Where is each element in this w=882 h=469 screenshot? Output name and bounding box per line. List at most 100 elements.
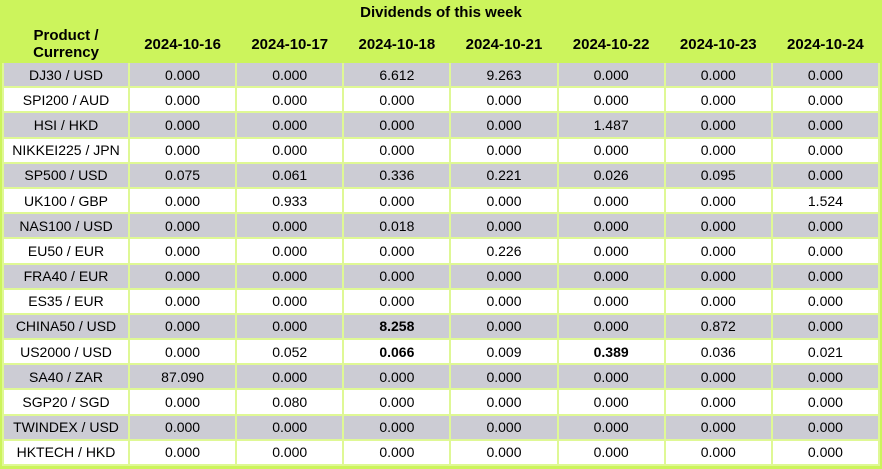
- product-cell: NIKKEI225 / JPN: [2, 136, 130, 164]
- table-row: SGP20 / SGD 0.000 0.080 0.000 0.000 0.000 0.00…: [2, 388, 881, 416]
- product-cell: US2000 / USD: [2, 338, 130, 366]
- dividend-value-cell: 0.000: [770, 438, 881, 467]
- dividend-value-cell: 0.000: [556, 312, 666, 341]
- dividend-value-cell: 0.000: [663, 438, 773, 467]
- dividend-value-cell: 0.000: [770, 413, 881, 441]
- header-row: Product / Currency 2024-10-16 2024-10-17 20…: [2, 25, 881, 63]
- product-cell: ES35 / EUR: [2, 287, 130, 315]
- product-cell: TWINDEX / USD: [2, 413, 130, 441]
- date-column-header: 2024-10-21: [449, 25, 559, 63]
- product-cell: NAS100 / USD: [2, 212, 130, 240]
- dividend-value-cell: 0.000: [770, 363, 881, 391]
- product-cell: SA40 / ZAR: [2, 363, 130, 391]
- product-cell: SPI200 / AUD: [2, 86, 130, 114]
- dividend-value-cell: 0.000: [770, 60, 881, 89]
- dividend-value-cell: 0.000: [235, 237, 345, 265]
- date-column-header: 2024-10-18: [342, 25, 452, 63]
- dividend-value-cell: 0.872: [663, 312, 773, 341]
- dividend-value-cell: 0.000: [449, 287, 559, 315]
- dividend-value-cell: 0.000: [235, 287, 345, 315]
- dividend-value-cell: 0.000: [663, 287, 773, 315]
- table-header: Product / Currency 2024-10-16 2024-10-17 20…: [2, 25, 881, 63]
- table-row: SPI200 / AUD 0.000 0.000 0.000 0.000 0.000 0.0…: [2, 86, 881, 114]
- dividend-value-cell: 0.000: [449, 111, 559, 139]
- dividend-value-cell: 0.221: [449, 161, 559, 189]
- dividend-value-cell: 0.000: [770, 161, 881, 189]
- dividend-value-cell: 0.000: [449, 186, 559, 215]
- dividend-value-cell: 0.000: [127, 388, 238, 416]
- table-row: ES35 / EUR 0.000 0.000 0.000 0.000 0.000 0.000…: [2, 287, 881, 315]
- dividend-value-cell: 0.080: [235, 388, 345, 416]
- dividend-value-cell: 0.061: [235, 161, 345, 189]
- dividend-value-cell: 0.000: [342, 413, 452, 441]
- dividend-value-cell: 0.000: [127, 60, 238, 89]
- dividend-value-cell: 0.000: [663, 388, 773, 416]
- dividend-value-cell: 0.000: [556, 186, 666, 215]
- dividend-value-cell: 0.000: [556, 287, 666, 315]
- dividend-value-cell: 0.000: [342, 363, 452, 391]
- dividend-value-cell: 0.336: [342, 161, 452, 189]
- dividend-value-cell: 0.000: [556, 212, 666, 240]
- dividend-value-cell: 0.000: [663, 86, 773, 114]
- dividend-value-cell: 0.000: [556, 86, 666, 114]
- dividend-value-cell: 0.000: [235, 363, 345, 391]
- table-row: CHINA50 / USD 0.000 0.000 8.258 0.000 0.000 0.…: [2, 312, 881, 341]
- dividend-value-cell: 0.000: [770, 237, 881, 265]
- table-row: FRA40 / EUR 0.000 0.000 0.000 0.000 0.000 0.00…: [2, 262, 881, 290]
- table-row: NIKKEI225 / JPN 0.000 0.000 0.000 0.000 0.000…: [2, 136, 881, 164]
- dividend-value-cell: 0.000: [770, 111, 881, 139]
- dividend-value-cell: 0.000: [449, 136, 559, 164]
- dividend-value-cell: 0.095: [663, 161, 773, 189]
- date-column-header: 2024-10-24: [770, 25, 881, 63]
- dividend-value-cell: 0.000: [127, 438, 238, 467]
- product-cell: DJ30 / USD: [2, 60, 130, 89]
- table-row: HSI / HKD 0.000 0.000 0.000 0.000 1.487 0.000 0…: [2, 111, 881, 139]
- table-title: Dividends of this week: [360, 4, 522, 21]
- dividend-value-cell: 0.000: [663, 60, 773, 89]
- dividend-value-cell: 0.000: [235, 262, 345, 290]
- dividend-value-cell: 0.000: [556, 363, 666, 391]
- dividend-value-cell: 0.000: [663, 262, 773, 290]
- product-cell: SP500 / USD: [2, 161, 130, 189]
- dividend-value-cell: 0.026: [556, 161, 666, 189]
- dividend-value-cell: 0.000: [770, 388, 881, 416]
- table-row: SP500 / USD 0.075 0.061 0.336 0.221 0.026 0.09…: [2, 161, 881, 189]
- dividend-value-cell: 0.000: [127, 86, 238, 114]
- date-column-header: 2024-10-16: [127, 25, 238, 63]
- dividend-value-cell: 0.000: [663, 186, 773, 215]
- dividend-value-cell: 0.000: [235, 212, 345, 240]
- dividend-value-cell: 0.000: [235, 136, 345, 164]
- table-row: EU50 / EUR 0.000 0.000 0.000 0.226 0.000 0.000…: [2, 237, 881, 265]
- dividends-table: Product / Currency 2024-10-16 2024-10-17 20…: [2, 25, 881, 467]
- dividend-value-cell: 0.000: [342, 86, 452, 114]
- dividend-value-cell: 0.000: [342, 438, 452, 467]
- dividend-value-cell: 0.000: [127, 312, 238, 341]
- dividend-value-cell: 0.009: [449, 338, 559, 366]
- dividend-value-cell: 0.000: [449, 212, 559, 240]
- dividend-value-cell: 0.000: [770, 312, 881, 341]
- dividend-value-cell: 0.000: [127, 262, 238, 290]
- dividend-value-cell: 0.000: [342, 287, 452, 315]
- product-cell: SGP20 / SGD: [2, 388, 130, 416]
- dividend-value-cell: 0.000: [342, 262, 452, 290]
- dividend-value-cell: 0.000: [342, 186, 452, 215]
- dividend-value-cell: 1.487: [556, 111, 666, 139]
- dividend-value-cell: 0.000: [556, 438, 666, 467]
- date-column-header: 2024-10-22: [556, 25, 666, 63]
- product-cell: FRA40 / EUR: [2, 262, 130, 290]
- dividend-value-cell: 0.000: [127, 212, 238, 240]
- dividend-value-cell: 0.000: [556, 262, 666, 290]
- dividend-value-cell: 0.389: [556, 338, 666, 366]
- dividend-value-cell: 0.000: [449, 312, 559, 341]
- dividend-value-cell: 0.000: [127, 413, 238, 441]
- product-cell: CHINA50 / USD: [2, 312, 130, 341]
- dividend-value-cell: 0.066: [342, 338, 452, 366]
- dividend-value-cell: 0.000: [556, 413, 666, 441]
- product-currency-header: Product / Currency: [2, 25, 130, 63]
- dividend-value-cell: 0.000: [127, 186, 238, 215]
- dividend-value-cell: 0.036: [663, 338, 773, 366]
- dividend-value-cell: 0.000: [235, 413, 345, 441]
- dividend-value-cell: 0.000: [342, 237, 452, 265]
- dividend-value-cell: 1.524: [770, 186, 881, 215]
